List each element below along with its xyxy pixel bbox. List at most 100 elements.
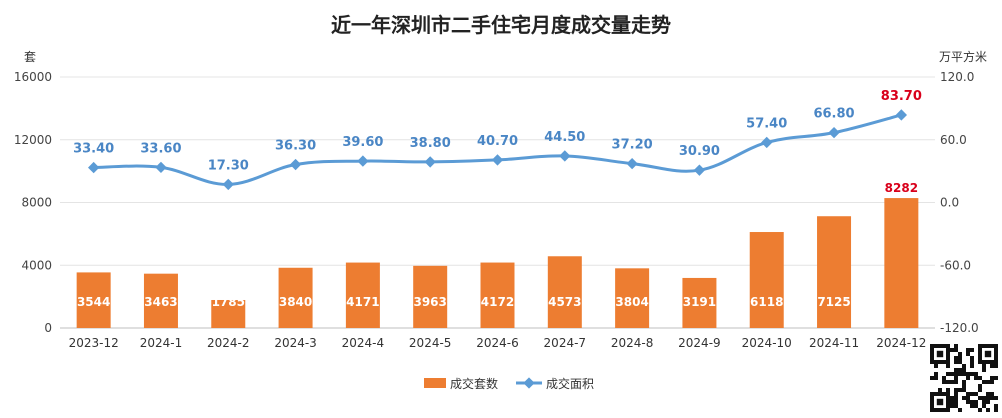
line-value-label: 30.90 [679, 144, 720, 159]
bar-value-label: 3840 [279, 295, 312, 309]
qr-module [954, 356, 958, 360]
bar-value-label: 3191 [683, 295, 716, 309]
qr-module [962, 388, 966, 392]
qr-module [966, 396, 970, 400]
qr-module [990, 392, 994, 396]
bar-value-label: 6118 [750, 295, 783, 309]
bar-value-label: 3544 [77, 295, 110, 309]
right-tick-label: 0.0 [940, 196, 959, 210]
qr-module [946, 364, 950, 368]
qr-module [970, 372, 974, 376]
qr-module [946, 380, 950, 384]
qr-module [970, 400, 974, 404]
right-axis-unit: 万平方米 [939, 49, 987, 64]
bar [817, 216, 852, 328]
qr-module [970, 404, 974, 408]
qr-module [978, 408, 982, 412]
qr-module [982, 400, 986, 404]
x-tick-label: 2024-8 [611, 336, 654, 350]
qr-module [970, 360, 974, 364]
qr-module [986, 380, 990, 384]
qr-code-image [930, 344, 998, 412]
qr-module [962, 364, 966, 368]
qr-module [970, 364, 974, 368]
qr-module [930, 376, 934, 380]
qr-module [954, 348, 958, 352]
qr-module [978, 388, 982, 392]
qr-module [934, 372, 938, 376]
line-point [289, 158, 302, 171]
qr-module [954, 396, 958, 400]
line-point [761, 136, 773, 149]
x-tick-label: 2024-4 [342, 336, 385, 350]
x-axis-categories: 2023-12 2024-1 2024-2 2024-3 2024-4 2024-5 202… [69, 336, 927, 350]
qr-module [934, 364, 938, 368]
line-series: 33.40 33.60 17.30 36.30 39.60 38.80 40.70 44.50… [73, 89, 922, 191]
bar [884, 198, 919, 328]
bar [278, 267, 313, 328]
qr-module [994, 376, 998, 380]
line-point [491, 154, 504, 166]
bar [749, 232, 784, 328]
qr-module [982, 380, 986, 384]
line-value-label: 33.60 [140, 141, 181, 156]
qr-module [938, 388, 942, 392]
bar [480, 262, 515, 328]
qr-module [962, 384, 966, 388]
qr-module [982, 404, 986, 408]
x-tick-label: 2024-9 [678, 336, 721, 350]
bar-value-label: 4171 [346, 295, 379, 309]
x-tick-label: 2024-2 [207, 336, 250, 350]
line-point [693, 164, 706, 176]
line-point [559, 150, 571, 162]
qr-module [950, 404, 954, 408]
bar-value-label: 3804 [615, 295, 648, 309]
qr-module [966, 348, 970, 352]
qr-module [974, 404, 978, 408]
qr-module [966, 372, 970, 376]
right-axis-ticks: -120.0 -60.0 0.0 60.0 120.0 [940, 70, 979, 335]
bar-value-label: 3463 [144, 295, 177, 309]
legend-label-bar: 成交套数 [450, 376, 498, 391]
qr-module [962, 380, 966, 384]
right-tick-label: 120.0 [940, 70, 974, 84]
line-value-label: 39.60 [342, 135, 383, 150]
line-point [895, 109, 908, 121]
line-point [828, 126, 840, 139]
right-tick-label: 60.0 [940, 133, 967, 147]
qr-module [954, 360, 958, 364]
x-tick-label: 2024-12 [876, 336, 926, 350]
qr-module [954, 372, 958, 376]
bar-value-label: 4172 [481, 295, 514, 309]
qr-module [994, 396, 998, 400]
legend-label-line: 成交面积 [546, 376, 594, 391]
qr-module [986, 392, 990, 396]
qr-module [978, 376, 982, 380]
line-value-label: 66.80 [813, 107, 854, 122]
line-point [626, 157, 638, 170]
qr-module [950, 380, 954, 384]
qr-module [974, 400, 978, 404]
qr-module [990, 396, 994, 400]
qr-module [942, 380, 946, 384]
qr-module [978, 384, 982, 388]
qr-module [990, 364, 994, 368]
qr-module [982, 396, 986, 400]
x-tick-label: 2024-1 [140, 336, 183, 350]
qr-finder-core [984, 350, 992, 358]
bar-value-label: 4573 [548, 295, 581, 309]
qr-module [954, 376, 958, 380]
qr-module [934, 376, 938, 380]
qr-module [958, 372, 962, 376]
left-axis-ticks: 0 4000 8000 12000 16000 [14, 70, 52, 335]
qr-finder-core [936, 398, 944, 406]
qr-module [982, 368, 986, 372]
x-tick-label: 2023-12 [69, 336, 119, 350]
qr-module [954, 404, 958, 408]
x-tick-label: 2024-5 [409, 336, 452, 350]
qr-module [954, 380, 958, 384]
qr-module [986, 408, 990, 412]
qr-module [970, 356, 974, 360]
qr-module [966, 352, 970, 356]
